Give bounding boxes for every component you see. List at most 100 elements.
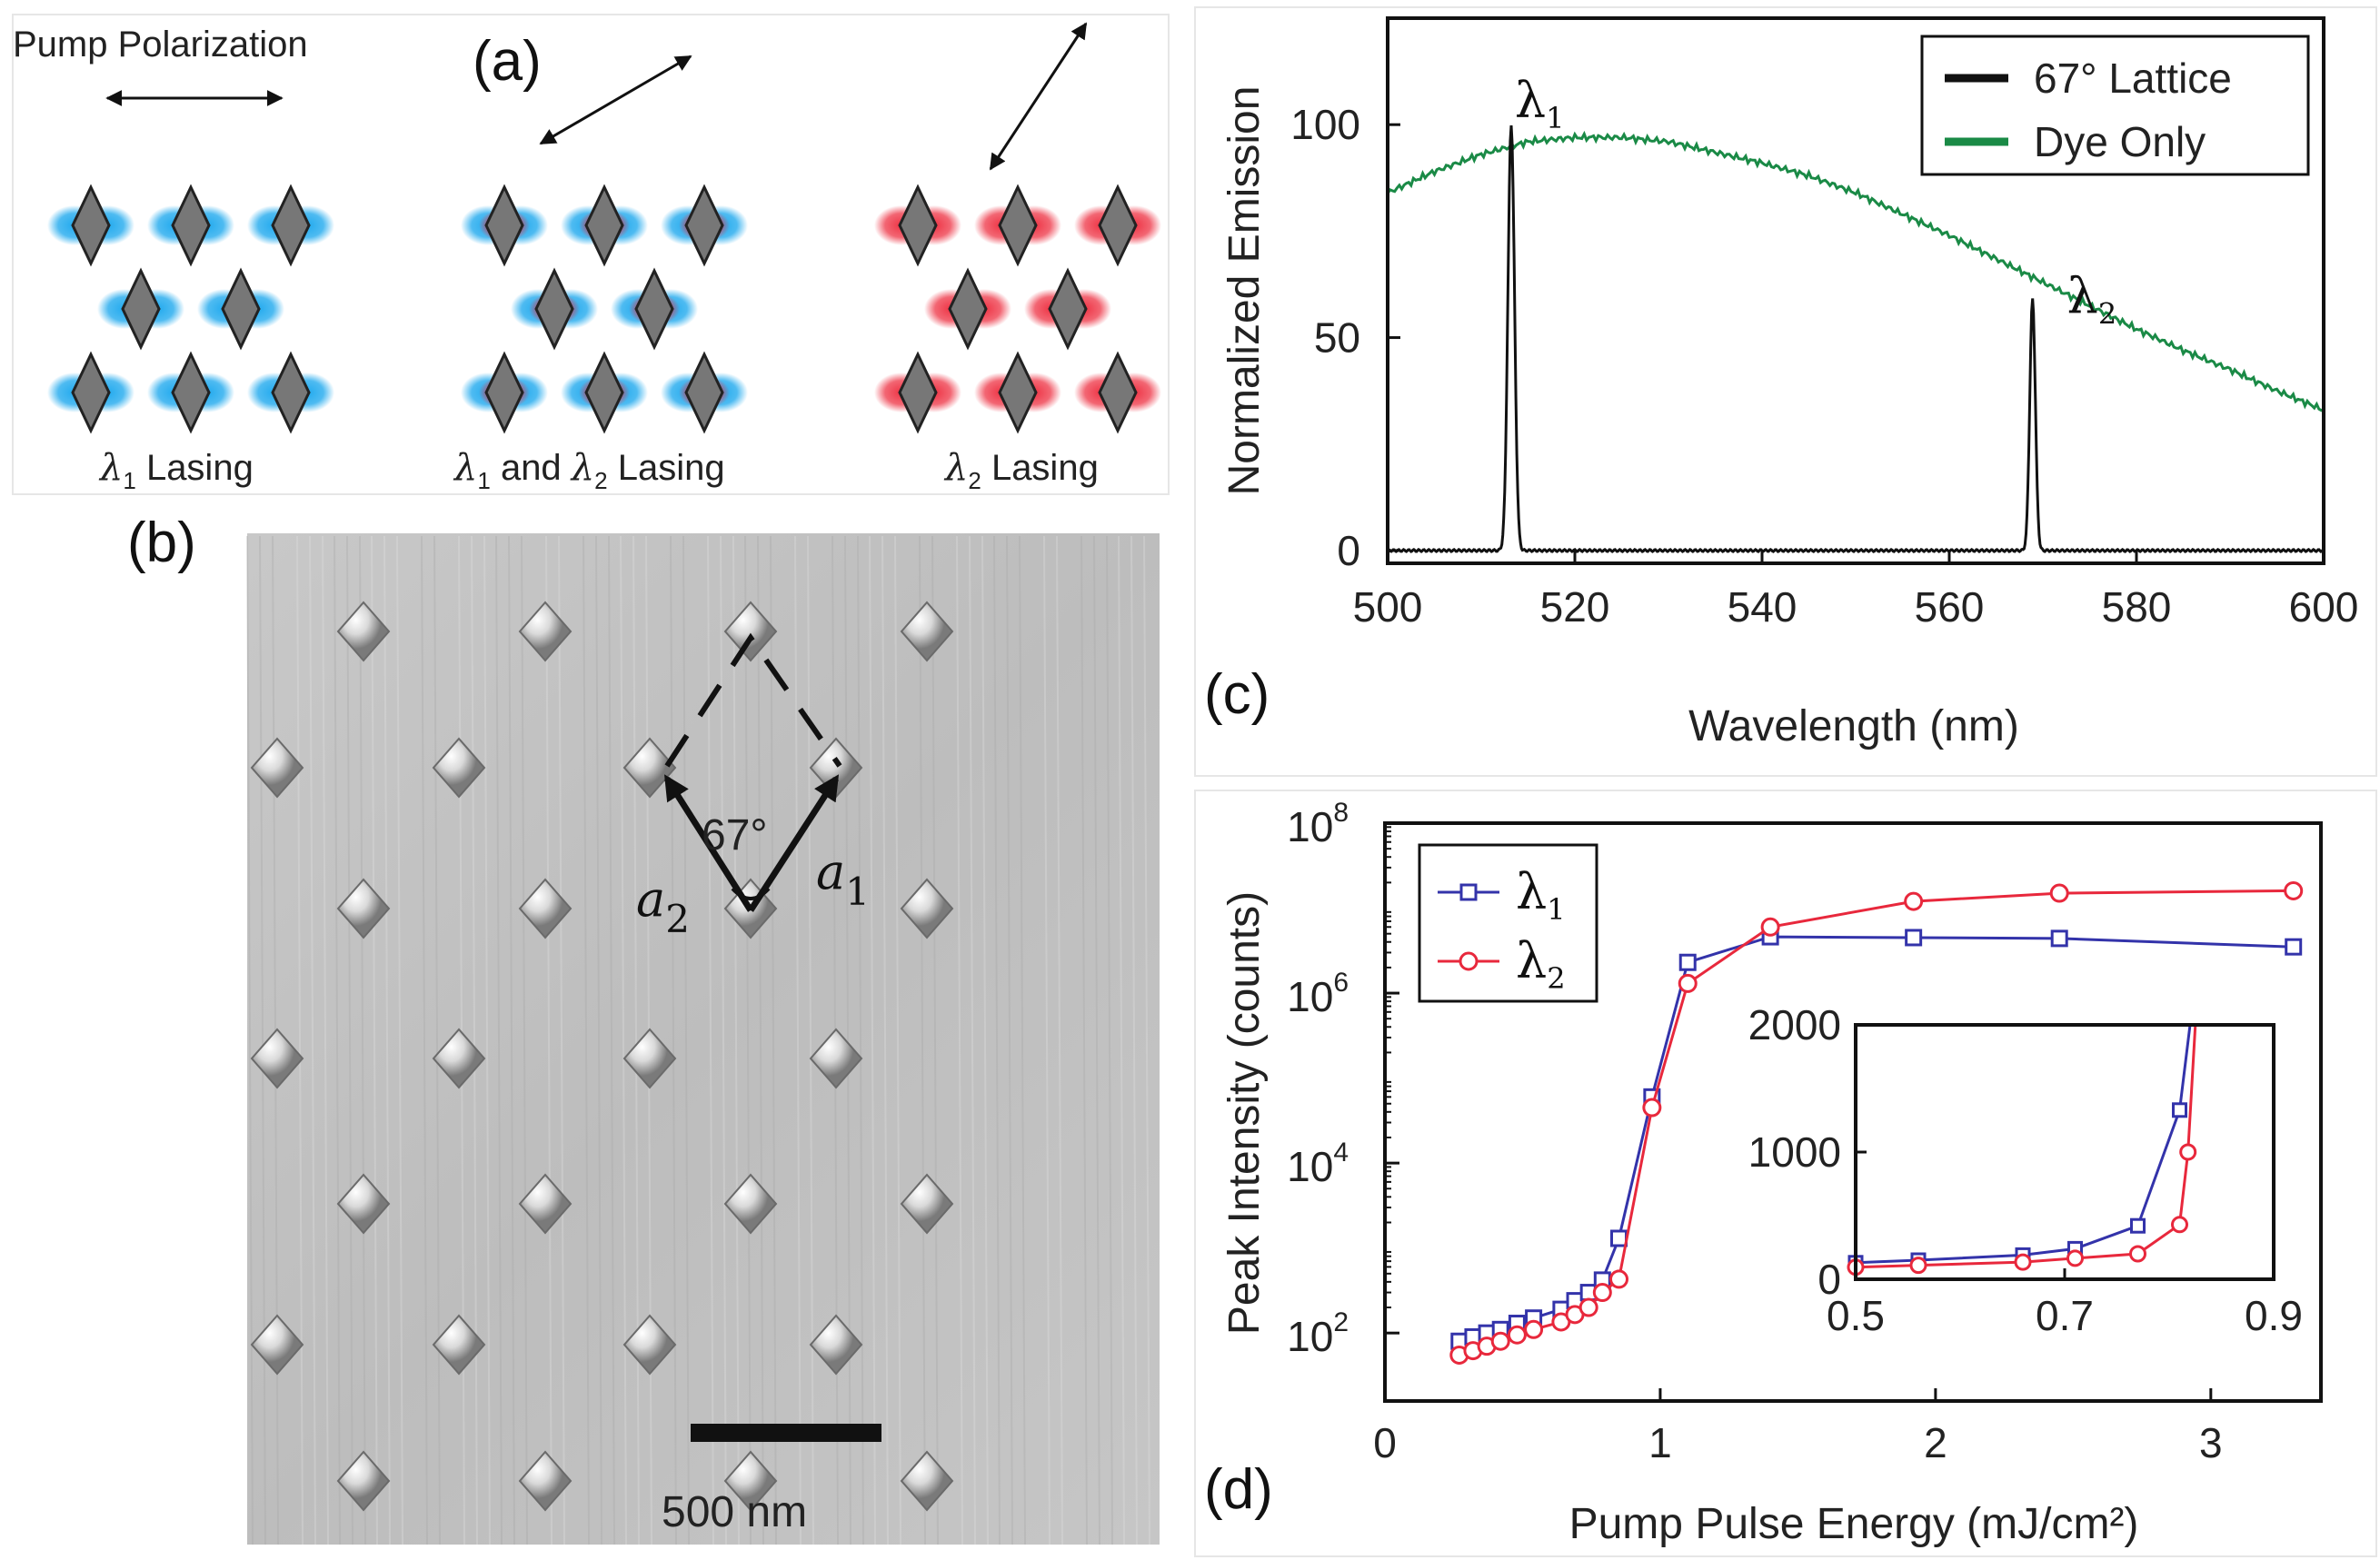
- data-point: [1642, 1098, 1662, 1118]
- panel-a: (a) Pump Polarization λ1 Lasing λ1 and λ…: [12, 14, 1170, 495]
- inset-data-point: [2066, 1249, 2084, 1267]
- inset-series-lambda2: [1847, 1024, 2197, 1277]
- unit-cell-dashed: [664, 632, 842, 768]
- sem-particle: [622, 737, 677, 799]
- chart-d-ytick-label: 104: [1287, 1138, 1349, 1190]
- chart-c-xlabel: Wavelength (nm): [1688, 702, 2019, 750]
- chart-c-xtick-label: 540: [1728, 583, 1797, 631]
- data-point: [1678, 953, 1697, 971]
- sem-particle: [900, 1450, 954, 1512]
- data-point: [1592, 1283, 1612, 1303]
- sem-particle: [432, 1314, 486, 1376]
- chart-c-annotation-lambda2: λ2: [2067, 268, 2117, 332]
- sem-particle: [809, 1314, 863, 1376]
- lattice-particle: [247, 184, 334, 267]
- panel-a-label: (a): [473, 30, 542, 93]
- lattice-particle: [974, 351, 1061, 434]
- inset-xtick-label: 0.5: [1827, 1292, 1885, 1339]
- inset-data-point: [2179, 1143, 2197, 1161]
- chart-d-ytick-label: 106: [1287, 968, 1349, 1020]
- lattice-caption-1: λ1 Lasing: [98, 447, 254, 494]
- lattice-particle: [511, 267, 598, 351]
- inset-xtick-label: 0.9: [2245, 1292, 2303, 1339]
- angle-arc: [731, 887, 771, 900]
- data-point: [1678, 973, 1698, 993]
- sem-particle: [900, 878, 954, 939]
- lattice-particle: [197, 267, 284, 351]
- chart-c-legend: 67° Lattice Dye Only: [1920, 35, 2310, 176]
- data-point: [1578, 1297, 1598, 1317]
- chart-c-panel-label: (c): [1204, 663, 1270, 726]
- inset-xtick-label: 0.7: [2036, 1292, 2094, 1339]
- data-point: [2285, 938, 2303, 956]
- lattice-1: [47, 184, 334, 434]
- svg-text:λ1 Lasing: λ1 Lasing: [98, 447, 254, 494]
- chart-c-ytick-label: 50: [1314, 314, 1360, 362]
- legend-entry-dye: Dye Only: [2034, 118, 2206, 165]
- lattice-caption-2: λ1 and λ2 Lasing: [453, 447, 725, 494]
- sem-particle: [809, 1028, 863, 1089]
- chart-d-xlabel: Pump Pulse Energy (mJ/cm²): [1569, 1500, 2139, 1548]
- lattice-particle: [561, 184, 648, 267]
- data-point: [2050, 929, 2068, 948]
- data-point: [1490, 1331, 1510, 1351]
- sem-particle: [336, 1173, 391, 1235]
- chart-d-xtick-label: 0: [1373, 1419, 1397, 1466]
- sem-particle: [723, 601, 778, 662]
- vector-a2-label: a2: [636, 870, 690, 941]
- scale-bar-label: 500 nm: [662, 1488, 807, 1536]
- series-lambda2: [1449, 880, 2304, 1365]
- chart-c-ytick-label: 0: [1337, 527, 1360, 574]
- data-point: [2284, 880, 2304, 900]
- lattice-particle: [47, 351, 134, 434]
- sem-particle: [336, 878, 391, 939]
- chart-c-xtick-label: 580: [2102, 583, 2172, 631]
- inset-data-point: [2171, 1216, 2188, 1234]
- data-point: [1524, 1319, 1544, 1339]
- sem-image: [247, 533, 1160, 1545]
- sem-particle: [518, 1450, 573, 1512]
- lattice-particle: [147, 184, 234, 267]
- lattice-particle: [147, 351, 234, 434]
- inset-data-point: [2129, 1245, 2146, 1263]
- chart-c: (c) Wavelength (nm) Normalized Emission …: [1194, 6, 2377, 777]
- chart-c-annotation-lambda1: λ1: [1515, 72, 1565, 135]
- lattice-caption-3: λ2 Lasing: [943, 447, 1099, 494]
- sem-particle: [518, 601, 573, 662]
- legend-entry-lattice: 67° Lattice: [2034, 55, 2232, 102]
- inset-series-line: [1855, 1024, 2197, 1269]
- sem-particle: [723, 1173, 778, 1235]
- sem-particle: [250, 737, 304, 799]
- chart-c-xtick-label: 500: [1353, 583, 1423, 631]
- chart-d-xtick-label: 2: [1924, 1419, 1947, 1466]
- lattice-particle: [47, 184, 134, 267]
- sem-particle: [518, 1173, 573, 1235]
- sem-particle: [900, 1173, 954, 1235]
- panel-b-label: (b): [127, 512, 196, 574]
- polarization-arrow-diagonal: [539, 55, 692, 145]
- chart-d-legend: λ1 λ2: [1418, 843, 1598, 1003]
- vector-a2-arrow: [663, 774, 753, 912]
- sem-particle: [622, 1028, 677, 1089]
- chart-d-xtick-label: 3: [2199, 1419, 2223, 1466]
- chart-d-panel-label: (d): [1204, 1458, 1273, 1521]
- data-point: [1760, 917, 1780, 937]
- lattice-particle: [561, 351, 648, 434]
- inset-data-point: [2130, 1217, 2146, 1234]
- lattice-particle: [661, 184, 748, 267]
- data-point: [1610, 1229, 1628, 1247]
- lattice-particle: [461, 184, 548, 267]
- chart-d-ytick-label: 102: [1287, 1307, 1349, 1360]
- lattice-particle: [661, 351, 748, 434]
- lattice-particle: [1074, 351, 1161, 434]
- panel-b: (b) 67° a1 a2 500 nm: [127, 512, 1160, 1545]
- sem-particle: [432, 737, 486, 799]
- data-point: [1609, 1269, 1628, 1289]
- lattice-3: [874, 184, 1161, 434]
- lattice-2: [461, 184, 748, 434]
- lattice-particle: [1024, 267, 1111, 351]
- lattice-particle: [874, 351, 961, 434]
- series-dye-only: [1386, 130, 2325, 412]
- data-point: [1507, 1325, 1527, 1345]
